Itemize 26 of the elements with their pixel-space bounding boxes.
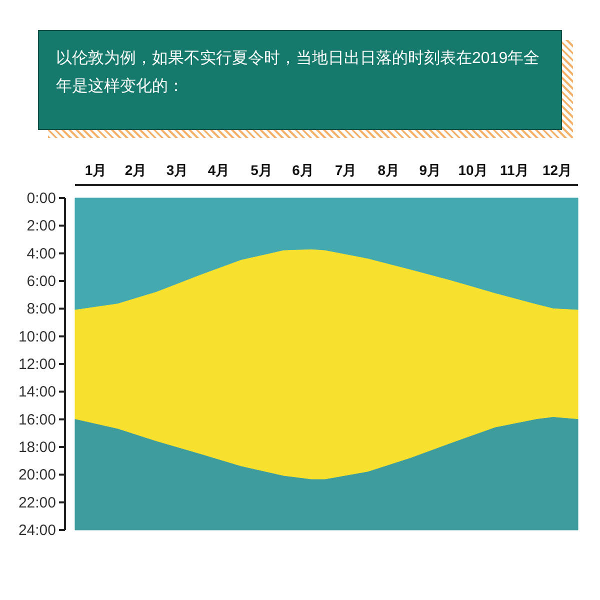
y-tick-label: 2:00 — [26, 218, 56, 235]
x-tick-label: 12月 — [542, 162, 572, 178]
y-tick-label: 6:00 — [26, 273, 56, 290]
y-tick-label: 12:00 — [18, 356, 56, 373]
y-tick-label: 4:00 — [26, 245, 56, 262]
y-tick-label: 8:00 — [26, 300, 56, 318]
chart-title: 以伦敦为例，如果不实行夏令时，当地日出日落的时刻表在2019年全年是这样变化的： — [38, 30, 562, 130]
y-tick-label: 0:00 — [26, 190, 56, 207]
x-tick-label: 5月 — [250, 162, 272, 178]
x-tick-label: 3月 — [166, 162, 188, 178]
x-tick-label: 1月 — [84, 162, 107, 178]
y-tick-label: 10:00 — [18, 328, 56, 346]
x-tick-label: 2月 — [124, 162, 147, 178]
x-tick-label: 4月 — [208, 162, 230, 178]
x-tick-label: 8月 — [378, 162, 400, 178]
y-tick-label: 14:00 — [18, 384, 56, 401]
y-tick-label: 20:00 — [18, 466, 56, 484]
x-tick-label: 6月 — [292, 162, 314, 178]
x-tick-label: 10月 — [458, 162, 488, 178]
y-tick-label: 24:00 — [18, 522, 56, 539]
x-tick-label: 7月 — [334, 162, 357, 178]
y-tick-label: 18:00 — [18, 439, 56, 456]
x-tick-label: 11月 — [500, 162, 529, 178]
x-tick-label: 9月 — [419, 162, 442, 178]
y-tick-label: 16:00 — [18, 411, 56, 428]
y-tick-label: 22:00 — [18, 494, 56, 512]
